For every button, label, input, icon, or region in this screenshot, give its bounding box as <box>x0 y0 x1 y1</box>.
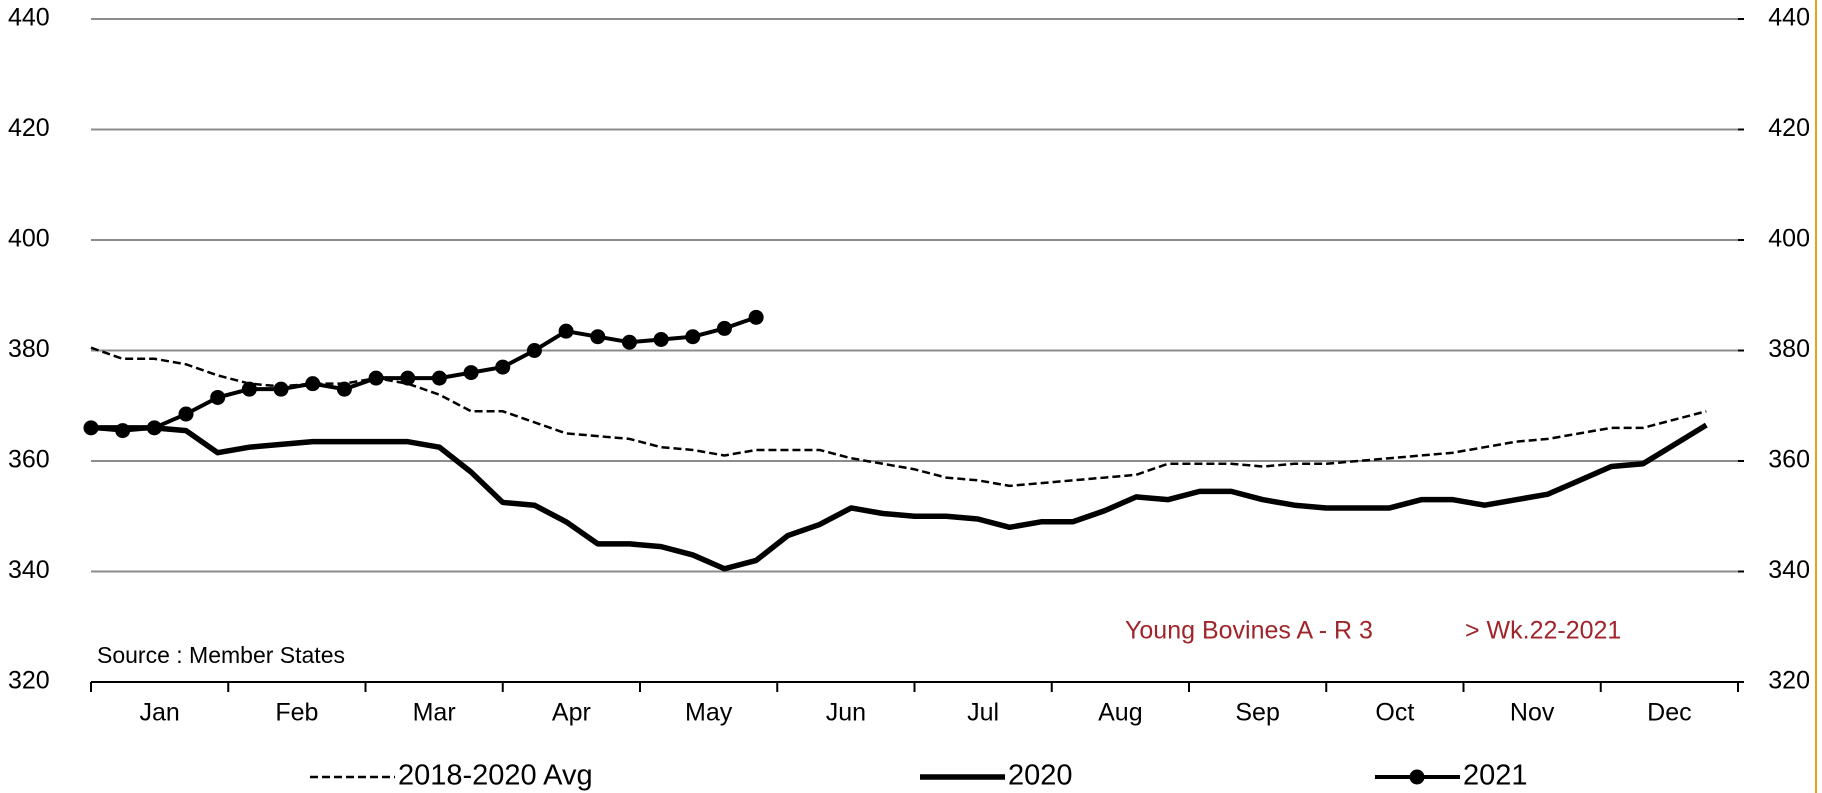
y-tick-label: 440 <box>8 4 50 32</box>
data-point <box>495 359 511 375</box>
y-tick-label: 340 <box>8 556 50 584</box>
data-point <box>178 406 194 422</box>
legend-label: 2020 <box>1008 760 1073 792</box>
y2-tick-label: 400 <box>1768 225 1810 253</box>
x-tick-label: Dec <box>1647 699 1691 727</box>
y2-tick-label: 440 <box>1768 4 1810 32</box>
x-tick-label: Mar <box>413 699 456 727</box>
series-line <box>91 422 1708 572</box>
legend-label: 2018-2020 Avg <box>398 760 593 792</box>
y-tick-label: 420 <box>8 114 50 142</box>
data-point <box>241 381 257 397</box>
data-point <box>716 320 732 336</box>
legend-marker <box>1409 769 1425 785</box>
x-tick-label: May <box>685 699 733 727</box>
x-tick-label: Jan <box>139 699 179 727</box>
data-point <box>621 334 637 350</box>
data-point <box>526 343 542 358</box>
data-point <box>558 323 574 339</box>
x-tick-label: Nov <box>1510 699 1555 727</box>
y2-tick-label: 320 <box>1768 667 1810 695</box>
data-point <box>748 309 764 325</box>
x-tick-label: Jun <box>826 699 866 727</box>
data-point <box>590 329 606 345</box>
source-note: Source : Member States <box>97 642 345 668</box>
data-point <box>273 381 289 397</box>
series-line <box>90 315 757 433</box>
x-tick-label: Feb <box>275 699 318 727</box>
y-tick-label: 320 <box>8 667 50 695</box>
y2-tick-label: 340 <box>1768 556 1810 584</box>
y-tick-label: 380 <box>8 335 50 363</box>
x-tick-label: Apr <box>552 699 591 727</box>
x-tick-label: Sep <box>1235 699 1279 727</box>
data-point <box>400 370 416 386</box>
data-point <box>336 381 352 397</box>
series-line <box>90 346 1707 488</box>
y2-tick-label: 380 <box>1768 335 1810 363</box>
y2-tick-label: 420 <box>1768 114 1810 142</box>
x-tick-label: Jul <box>967 699 999 727</box>
x-tick-label: Aug <box>1098 699 1142 727</box>
data-point <box>115 423 131 439</box>
data-point <box>210 389 226 405</box>
x-tick-label: Oct <box>1375 699 1414 727</box>
data-point <box>146 420 162 436</box>
y-tick-label: 360 <box>8 446 50 474</box>
y2-tick-label: 360 <box>1768 446 1810 474</box>
data-point <box>83 420 99 436</box>
data-point <box>685 329 701 345</box>
annotation: > Wk.22-2021 <box>1465 617 1621 645</box>
data-point <box>463 365 479 381</box>
data-point <box>431 370 447 386</box>
data-point <box>305 376 321 392</box>
annotation: Young Bovines A - R 3 <box>1125 617 1373 645</box>
y-tick-label: 400 <box>8 225 50 253</box>
data-point <box>368 370 384 386</box>
legend-label: 2021 <box>1463 760 1528 792</box>
data-point <box>653 331 669 347</box>
